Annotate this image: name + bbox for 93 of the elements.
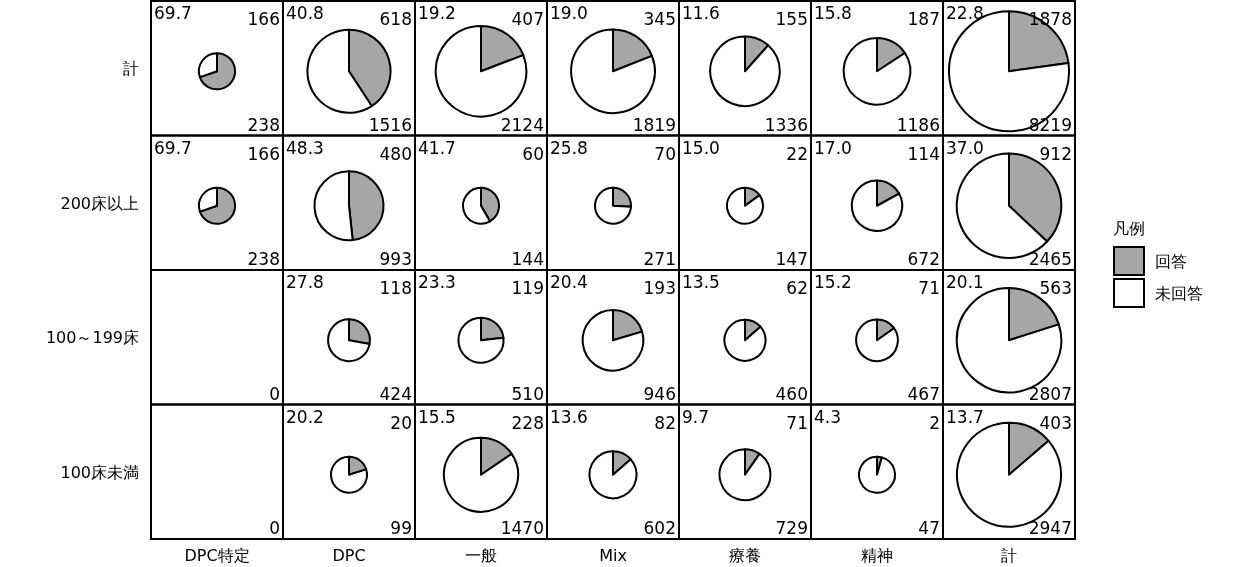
text: 0 bbox=[269, 518, 280, 538]
text: 1186 bbox=[896, 114, 940, 135]
text: 19.2 bbox=[418, 3, 456, 23]
text: 8219 bbox=[1028, 114, 1072, 135]
text: 13.5 bbox=[682, 272, 720, 292]
text: 1819 bbox=[632, 114, 676, 135]
legend-title: 凡例 bbox=[1113, 219, 1145, 238]
text: 993 bbox=[379, 249, 412, 269]
text: 82 bbox=[654, 412, 676, 433]
text: 22.8 bbox=[946, 3, 984, 23]
text: 99 bbox=[390, 518, 412, 538]
text: 345 bbox=[643, 9, 676, 29]
text: 228 bbox=[511, 412, 544, 433]
text: 193 bbox=[643, 278, 676, 298]
text: 147 bbox=[775, 249, 808, 269]
text: 2807 bbox=[1028, 383, 1072, 404]
text: 4.3 bbox=[814, 406, 842, 427]
text: 9.7 bbox=[682, 406, 710, 427]
text: 238 bbox=[247, 114, 280, 135]
text: 729 bbox=[775, 518, 808, 538]
legend-label: 回答 bbox=[1155, 252, 1187, 271]
text: 407 bbox=[511, 9, 544, 29]
category-label: 100床未満 bbox=[60, 462, 139, 482]
text: 20.4 bbox=[550, 272, 588, 292]
text: 27.8 bbox=[286, 272, 324, 292]
text: 271 bbox=[643, 249, 676, 269]
category-label: 精神 bbox=[861, 546, 893, 565]
text: 70 bbox=[654, 143, 676, 164]
text: 187 bbox=[907, 9, 940, 29]
text: 15.0 bbox=[682, 137, 720, 158]
text: 20.1 bbox=[946, 272, 984, 292]
text: 672 bbox=[907, 249, 940, 269]
text: 62 bbox=[786, 278, 808, 298]
category-label: 200床以上 bbox=[60, 193, 139, 213]
text: 2465 bbox=[1028, 249, 1072, 269]
text: 2124 bbox=[500, 114, 544, 135]
text: 1470 bbox=[500, 518, 544, 538]
text: 69.7 bbox=[154, 137, 192, 158]
legend-label: 未回答 bbox=[1155, 284, 1203, 303]
text: 563 bbox=[1039, 278, 1072, 298]
text: 13.7 bbox=[946, 406, 984, 427]
category-label: 療養 bbox=[729, 546, 761, 565]
text: 119 bbox=[511, 278, 544, 298]
text: 467 bbox=[907, 383, 940, 404]
category-label: 計 bbox=[123, 59, 139, 79]
text: 17.0 bbox=[814, 137, 852, 158]
text: 19.0 bbox=[550, 3, 588, 23]
category-label: Mix bbox=[599, 546, 627, 565]
text: 41.7 bbox=[418, 137, 456, 158]
text: 48.3 bbox=[286, 137, 324, 158]
category-label: DPC特定 bbox=[184, 546, 250, 565]
text: 11.6 bbox=[682, 3, 720, 23]
text: 13.6 bbox=[550, 406, 588, 427]
text: 71 bbox=[918, 278, 940, 298]
text: 25.8 bbox=[550, 137, 588, 158]
category-label: 計 bbox=[1001, 546, 1017, 565]
text: 155 bbox=[775, 9, 808, 29]
text: 1516 bbox=[368, 114, 412, 135]
text: 510 bbox=[511, 383, 544, 404]
text: 69.7 bbox=[154, 3, 192, 23]
text: 15.2 bbox=[814, 272, 852, 292]
text: 166 bbox=[247, 143, 280, 164]
text: 71 bbox=[786, 412, 808, 433]
text: 2947 bbox=[1028, 518, 1072, 538]
text: 912 bbox=[1039, 143, 1072, 164]
text: 1336 bbox=[764, 114, 808, 135]
text: 40.8 bbox=[286, 3, 324, 23]
text: 15.5 bbox=[418, 406, 456, 427]
text: 114 bbox=[907, 143, 940, 164]
text: 618 bbox=[379, 9, 412, 29]
text: 20.2 bbox=[286, 406, 324, 427]
text: 424 bbox=[379, 383, 412, 404]
text: 2 bbox=[929, 412, 940, 433]
text: 37.0 bbox=[946, 137, 984, 158]
text: 602 bbox=[643, 518, 676, 538]
text: 403 bbox=[1039, 412, 1072, 433]
text: 460 bbox=[775, 383, 808, 404]
text: 60 bbox=[522, 143, 544, 164]
text: 238 bbox=[247, 249, 280, 269]
text: 946 bbox=[643, 383, 676, 404]
category-label: 100～199床 bbox=[45, 328, 139, 348]
text: 166 bbox=[247, 9, 280, 29]
text: 23.3 bbox=[418, 272, 456, 292]
text: 144 bbox=[511, 249, 544, 269]
text: 47 bbox=[918, 518, 940, 538]
text: 480 bbox=[379, 143, 412, 164]
text: 22 bbox=[786, 143, 808, 164]
text: 0 bbox=[269, 383, 280, 404]
text: 118 bbox=[379, 278, 412, 298]
category-label: DPC bbox=[332, 546, 366, 565]
text: 20 bbox=[390, 412, 412, 433]
text: 15.8 bbox=[814, 3, 852, 23]
category-label: 一般 bbox=[465, 546, 497, 565]
